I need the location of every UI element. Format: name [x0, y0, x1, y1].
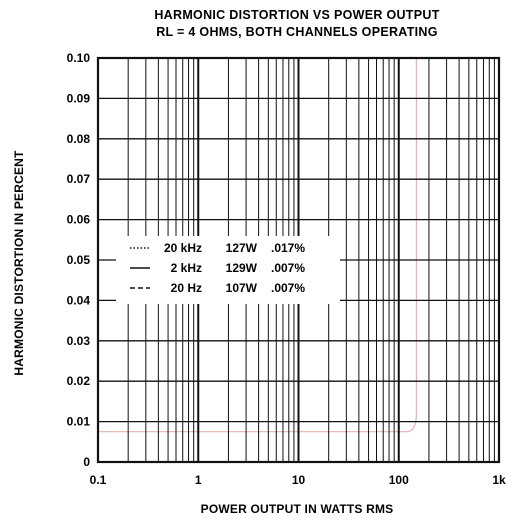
y-tick-label: 0.01: [67, 415, 91, 429]
x-tick-label: 0.1: [90, 473, 107, 487]
y-tick-label: 0.05: [67, 253, 91, 267]
legend-thd: .007%: [271, 281, 305, 295]
plot-frame: [96, 56, 501, 464]
x-tick-labels: 0.1 1 10 100 1k: [90, 473, 506, 487]
legend-power: 127W: [226, 241, 258, 255]
y-axis-label: HARMONIC DISTORTION IN PERCENT: [12, 150, 26, 376]
chart-subtitle: RL = 4 OHMS, BOTH CHANNELS OPERATING: [156, 25, 438, 39]
faint-trace-line: [98, 58, 418, 433]
legend-power: 129W: [226, 261, 258, 275]
y-tick-label: 0.10: [67, 51, 91, 65]
y-tick-label: 0.06: [67, 213, 91, 227]
legend-power: 107W: [226, 281, 258, 295]
x-tick-label: 10: [292, 473, 306, 487]
y-tick-labels: 0 0.01 0.02 0.03 0.04 0.05 0.06 0.07 0.08 0.09 0.1…: [67, 51, 91, 469]
faint-background-trace: [98, 58, 418, 433]
legend-box: [116, 236, 340, 304]
legend-frequency: 2 kHz: [171, 261, 202, 275]
y-tick-label: 0.04: [67, 293, 91, 307]
y-tick-label: 0.03: [67, 334, 91, 348]
chart-title: HARMONIC DISTORTION VS POWER OUTPUT: [154, 8, 439, 22]
y-tick-label: 0.07: [67, 172, 91, 186]
y-tick-label: 0: [83, 455, 90, 469]
x-tick-label: 1k: [492, 473, 506, 487]
legend-thd: .007%: [271, 261, 305, 275]
legend: 20 kHz 127W .017% 2 kHz 129W .007% 20 Hz 107W .0…: [116, 236, 340, 304]
legend-frequency: 20 Hz: [171, 281, 202, 295]
y-tick-label: 0.08: [67, 132, 91, 146]
x-tick-label: 1: [195, 473, 202, 487]
legend-thd: .017%: [271, 241, 305, 255]
x-tick-label: 100: [389, 473, 409, 487]
x-axis-label: POWER OUTPUT IN WATTS RMS: [201, 502, 394, 516]
y-tick-label: 0.09: [67, 91, 91, 105]
legend-frequency: 20 kHz: [164, 241, 202, 255]
y-tick-label: 0.02: [67, 374, 91, 388]
